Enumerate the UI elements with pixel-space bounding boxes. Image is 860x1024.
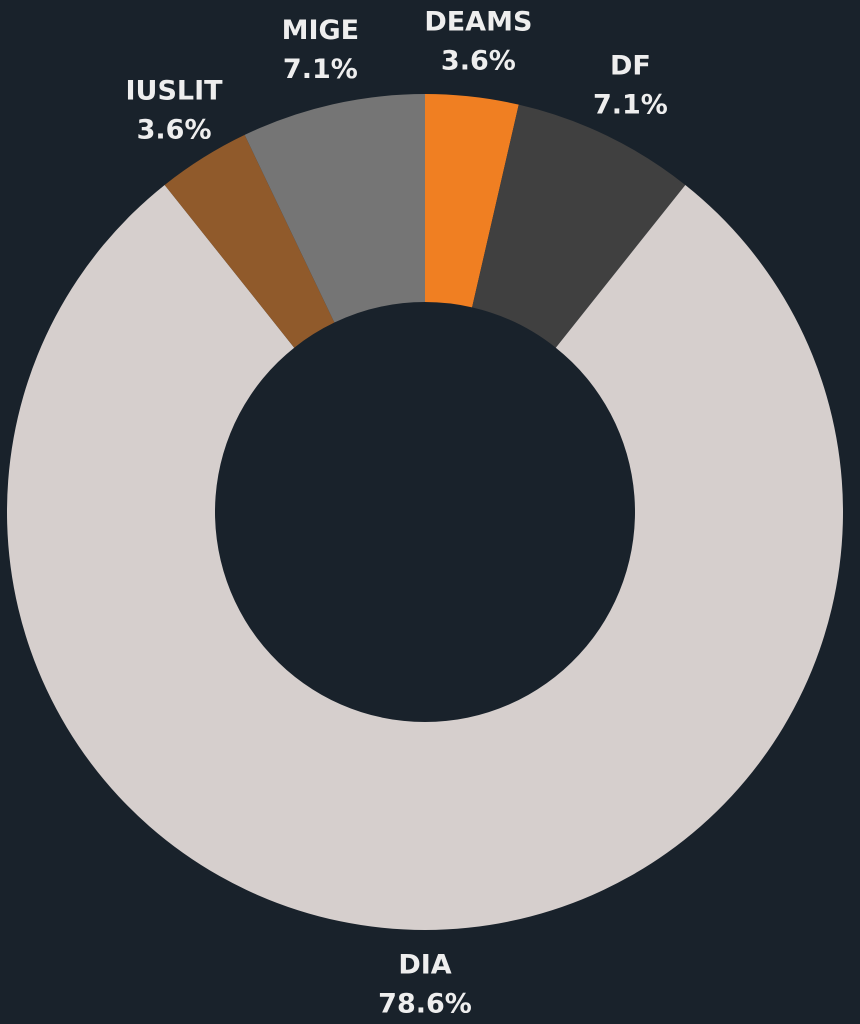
segment-label: DIA [398, 950, 451, 981]
donut-segment [164, 134, 335, 348]
segment-value-label: 7.1% [283, 54, 358, 85]
segment-value-label: 7.1% [593, 89, 668, 120]
donut-segment [425, 94, 519, 308]
donut-segment [244, 94, 425, 323]
segment-label: DEAMS [424, 7, 532, 38]
segment-label: DF [610, 50, 651, 81]
segment-value-label: 3.6% [441, 46, 516, 77]
segment-value-label: 78.6% [378, 989, 472, 1020]
donut-segment [7, 184, 843, 930]
segment-value-label: 3.6% [137, 115, 212, 146]
segment-label: MIGE [282, 15, 360, 46]
segment-label: IUSLIT [126, 76, 224, 107]
donut-segment [472, 104, 686, 348]
